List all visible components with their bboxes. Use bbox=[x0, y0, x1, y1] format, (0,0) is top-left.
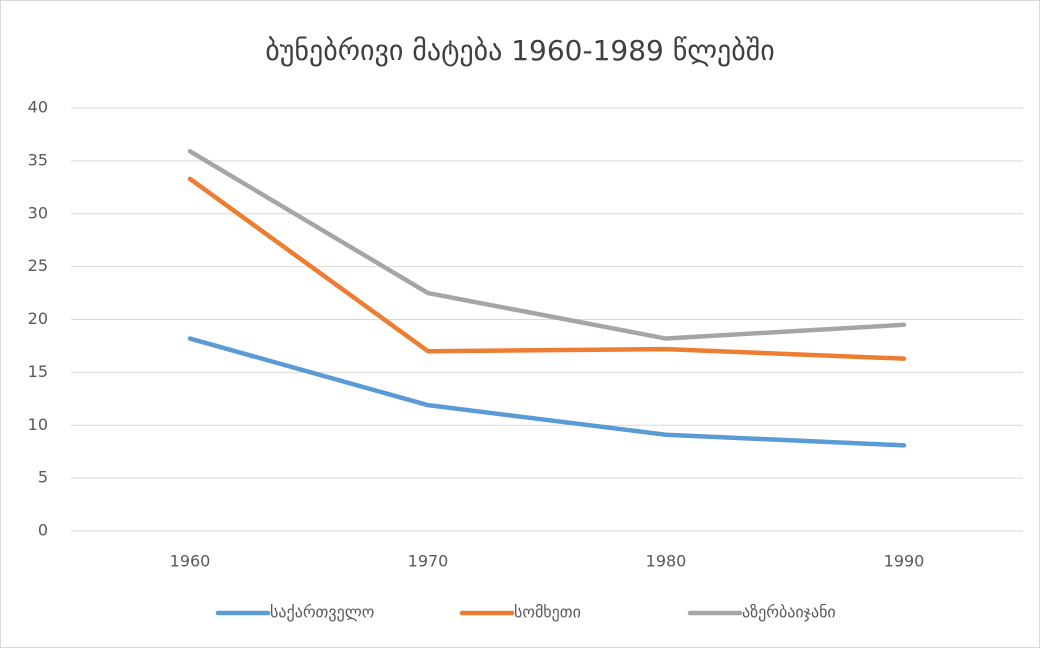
series-line bbox=[187, 336, 907, 448]
y-tick-label: 10 bbox=[28, 415, 48, 434]
y-tick-label: 0 bbox=[38, 521, 48, 540]
series-line bbox=[187, 176, 907, 361]
x-tick-label: 1970 bbox=[408, 552, 449, 571]
x-tick-label: 1960 bbox=[170, 552, 211, 571]
series-line bbox=[187, 149, 907, 341]
y-tick-label: 15 bbox=[28, 362, 48, 381]
x-tick-label: 1990 bbox=[884, 552, 925, 571]
legend-label: აზერბაიჯანი bbox=[742, 603, 836, 622]
legend-label: სომხეთი bbox=[514, 603, 581, 622]
y-tick-label: 40 bbox=[28, 98, 48, 117]
y-tick-label: 20 bbox=[28, 309, 48, 328]
chart-title: ბუნებრივი მატება 1960-1989 წლებში bbox=[265, 34, 775, 67]
y-tick-label: 30 bbox=[28, 203, 48, 222]
y-tick-label: 25 bbox=[28, 256, 48, 275]
y-tick-label: 5 bbox=[38, 468, 48, 487]
legend-label: საქართველო bbox=[270, 603, 374, 622]
x-tick-label: 1980 bbox=[646, 552, 687, 571]
y-tick-label: 35 bbox=[28, 150, 48, 169]
